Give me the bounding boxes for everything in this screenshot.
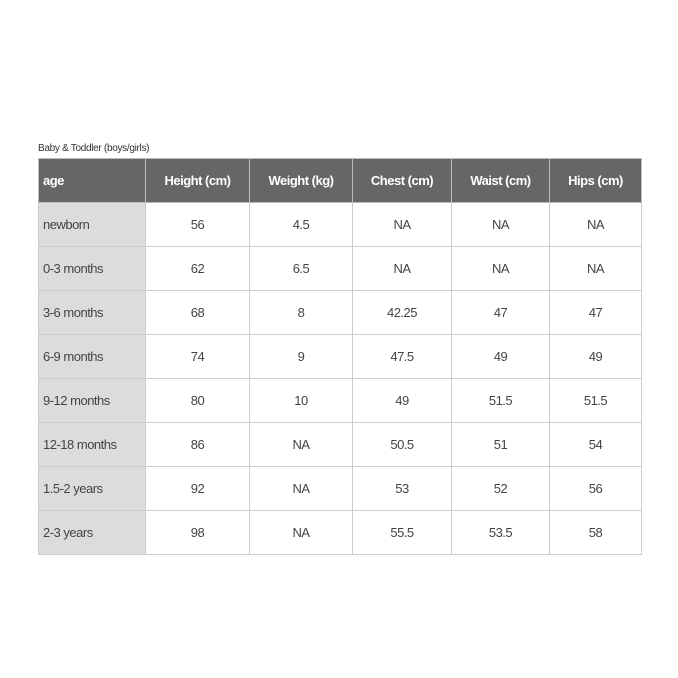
table-cell: 47.5 [352, 334, 452, 379]
table-cell: 56 [145, 202, 250, 247]
column-header: Waist (cm) [451, 158, 550, 203]
row-label: 9-12 months [38, 378, 146, 423]
table-cell: 86 [145, 422, 250, 467]
table-cell: 47 [549, 290, 642, 335]
table-cell: 50.5 [352, 422, 452, 467]
table-cell: 42.25 [352, 290, 452, 335]
table-row: 1.5-2 years 92 NA 53 52 56 [38, 466, 642, 511]
size-chart-table: age Height (cm) Weight (kg) Chest (cm) Waist… [38, 158, 642, 555]
row-label: 12-18 months [38, 422, 146, 467]
table-row: 0-3 months 62 6.5 NA NA NA [38, 246, 642, 291]
table-cell: 53.5 [451, 510, 550, 555]
table-row: 2-3 years 98 NA 55.5 53.5 58 [38, 510, 642, 555]
column-header: age [38, 158, 146, 203]
row-label: newborn [38, 202, 146, 247]
table-cell: NA [549, 246, 642, 291]
row-label: 0-3 months [38, 246, 146, 291]
table-cell: 55.5 [352, 510, 452, 555]
row-label: 1.5-2 years [38, 466, 146, 511]
table-cell: 8 [249, 290, 353, 335]
table-cell: NA [451, 246, 550, 291]
table-row: 9-12 months 80 10 49 51.5 51.5 [38, 378, 642, 423]
table-cell: 47 [451, 290, 550, 335]
table-cell: 56 [549, 466, 642, 511]
table-cell: NA [451, 202, 550, 247]
table-cell: 51 [451, 422, 550, 467]
table-cell: 98 [145, 510, 250, 555]
table-cell: 58 [549, 510, 642, 555]
table-cell: 6.5 [249, 246, 353, 291]
column-header: Chest (cm) [352, 158, 452, 203]
table-cell: 51.5 [549, 378, 642, 423]
table-cell: 51.5 [451, 378, 550, 423]
table-cell: 49 [549, 334, 642, 379]
table-cell: NA [352, 202, 452, 247]
table-cell: 54 [549, 422, 642, 467]
table-cell: 80 [145, 378, 250, 423]
table-cell: 74 [145, 334, 250, 379]
table-cell: NA [249, 466, 353, 511]
column-header: Hips (cm) [549, 158, 642, 203]
table-cell: 49 [451, 334, 550, 379]
table-cell: 53 [352, 466, 452, 511]
table-row: newborn 56 4.5 NA NA NA [38, 202, 642, 247]
table-cell: NA [249, 422, 353, 467]
row-label: 3-6 months [38, 290, 146, 335]
table-cell: 4.5 [249, 202, 353, 247]
row-label: 2-3 years [38, 510, 146, 555]
row-label: 6-9 months [38, 334, 146, 379]
column-header: Weight (kg) [249, 158, 353, 203]
table-row: 3-6 months 68 8 42.25 47 47 [38, 290, 642, 335]
table-row: 6-9 months 74 9 47.5 49 49 [38, 334, 642, 379]
table-cell: NA [352, 246, 452, 291]
table-caption: Baby & Toddler (boys/girls) [38, 143, 150, 154]
table-cell: 52 [451, 466, 550, 511]
table-cell: 49 [352, 378, 452, 423]
table-cell: 62 [145, 246, 250, 291]
header-row: age Height (cm) Weight (kg) Chest (cm) Waist… [38, 158, 642, 203]
table-cell: NA [249, 510, 353, 555]
column-header: Height (cm) [145, 158, 250, 203]
table-cell: 10 [249, 378, 353, 423]
table-cell: NA [549, 202, 642, 247]
table-cell: 92 [145, 466, 250, 511]
table-cell: 68 [145, 290, 250, 335]
table-row: 12-18 months 86 NA 50.5 51 54 [38, 422, 642, 467]
table-cell: 9 [249, 334, 353, 379]
